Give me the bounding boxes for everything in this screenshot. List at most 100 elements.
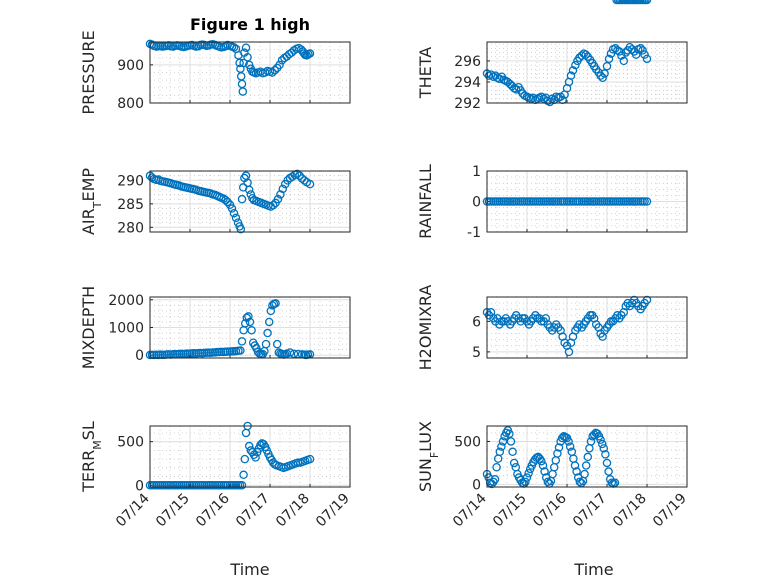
data-point xyxy=(240,319,250,328)
data-point xyxy=(273,194,283,204)
data-point xyxy=(158,481,167,490)
x-axis-label-left: Time xyxy=(229,560,269,579)
x-tick-label: 07/15 xyxy=(490,491,530,531)
data-point xyxy=(208,481,218,490)
data-point xyxy=(560,197,569,206)
y-tick-label: 500 xyxy=(117,435,144,451)
data-point xyxy=(244,312,253,321)
y-axis-label-main: RAINFALL xyxy=(416,164,435,239)
data-point xyxy=(642,197,652,206)
data-point xyxy=(564,347,574,357)
data-point xyxy=(602,61,612,71)
axes-box xyxy=(149,170,351,233)
y-tick-label: 2000 xyxy=(108,293,144,309)
data-point xyxy=(617,197,626,206)
data-point xyxy=(568,66,578,75)
data-point xyxy=(636,44,645,53)
data-point xyxy=(540,467,549,476)
y-axis-label: THETA xyxy=(416,47,435,99)
y-axis-label-tail: EMP xyxy=(79,168,98,202)
data-point xyxy=(183,481,192,490)
data-point xyxy=(272,339,282,349)
data-point xyxy=(615,47,624,56)
data-point xyxy=(583,452,593,462)
subplot-6: 5 6 H2OMIXRA xyxy=(416,285,688,371)
data-point xyxy=(537,197,546,206)
data-point xyxy=(570,461,580,470)
data-point xyxy=(565,442,575,451)
y-tick-label: 900 xyxy=(117,58,144,74)
data-point xyxy=(625,43,635,52)
y-axis-label-main: MIXDEPTH xyxy=(79,286,98,369)
data-point xyxy=(268,68,277,77)
data-point xyxy=(522,473,532,482)
data-point xyxy=(600,197,609,206)
data-point xyxy=(278,184,288,194)
y-axis-label: MIXDEPTH xyxy=(79,286,98,369)
data-point xyxy=(553,197,563,206)
y-tick-label: 1 xyxy=(472,164,481,180)
data-point xyxy=(604,54,614,64)
data-point xyxy=(642,54,652,64)
data-point xyxy=(289,349,299,359)
y-axis-label-subscript: F xyxy=(428,452,441,458)
data-point xyxy=(227,204,237,213)
data-point xyxy=(263,328,272,338)
data-point xyxy=(528,93,538,102)
y-tick-label: 0 xyxy=(472,195,481,211)
x-axis-label-right: Time xyxy=(573,560,613,579)
data-point xyxy=(235,58,244,68)
data-point xyxy=(495,447,505,457)
data-point xyxy=(505,429,514,438)
y-tick-label: 280 xyxy=(117,220,144,236)
x-tick-label: 07/17 xyxy=(570,491,610,531)
y-axis-label-main: SUN xyxy=(416,458,435,492)
data-point xyxy=(238,87,248,96)
y-tick-label: 290 xyxy=(117,173,144,189)
data-point xyxy=(581,461,591,470)
axes-box xyxy=(149,41,351,104)
data-point xyxy=(498,437,508,446)
data-point xyxy=(511,85,521,94)
data-point xyxy=(492,462,501,472)
y-axis-label: TERRMSL xyxy=(79,421,104,493)
y-axis-label-subscript: M xyxy=(91,440,104,450)
axes-box xyxy=(486,41,688,104)
data-point xyxy=(554,443,564,452)
data-point xyxy=(538,461,548,470)
data-point xyxy=(174,481,184,490)
data-point xyxy=(247,326,256,335)
plot-area xyxy=(150,426,350,487)
data-point xyxy=(229,43,239,52)
y-axis-label-main: PRESSURE xyxy=(79,30,98,114)
y-tick-label: 0 xyxy=(135,348,144,364)
x-tick-label: 07/19 xyxy=(313,491,353,531)
axes-box xyxy=(486,170,688,233)
data-point xyxy=(528,197,538,206)
data-point xyxy=(633,197,643,206)
x-tick-label: 07/17 xyxy=(233,491,273,531)
x-tick-label: 07/16 xyxy=(193,490,233,530)
data-point xyxy=(497,442,506,451)
data-point xyxy=(216,347,226,357)
data-point xyxy=(223,481,232,490)
data-point xyxy=(271,299,280,308)
subplot-1: 800 900 PRESSURE xyxy=(79,30,351,115)
data-point xyxy=(506,437,516,446)
data-point xyxy=(200,481,209,490)
data-point xyxy=(537,456,546,466)
axes-box xyxy=(149,296,351,359)
data-point xyxy=(503,77,513,87)
data-point xyxy=(285,348,295,357)
data-point xyxy=(631,50,641,59)
y-axis-label-main: H2OMIXRA xyxy=(416,285,435,371)
data-point xyxy=(270,65,280,75)
figure-title: Figure 1 high xyxy=(190,15,310,34)
y-tick-label: 800 xyxy=(117,96,144,112)
data-point xyxy=(537,92,546,101)
subplot-7: 0 500 TERRMSL 07/14 07/15 07/16 07/17 07/18 07/1… xyxy=(79,421,353,530)
data-point xyxy=(568,197,578,206)
data-point xyxy=(545,197,555,206)
data-point xyxy=(598,73,607,83)
